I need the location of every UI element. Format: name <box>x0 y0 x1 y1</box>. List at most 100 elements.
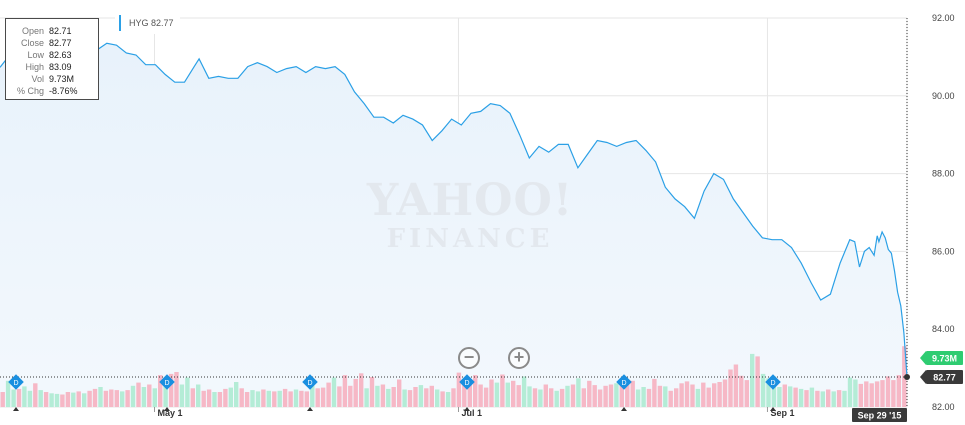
volume-bar <box>456 372 462 407</box>
volume-bar <box>217 392 223 407</box>
dividend-tick <box>13 407 19 411</box>
volume-bar <box>397 379 402 407</box>
volume-bar <box>364 388 369 408</box>
volume-bar <box>87 390 92 408</box>
zoom-out-button[interactable]: − <box>458 347 480 369</box>
volume-bar <box>255 391 261 407</box>
volume-bar <box>114 390 119 407</box>
volume-bar <box>5 380 11 408</box>
volume-bar <box>641 387 646 407</box>
volume-badge: 9.73M <box>920 351 963 365</box>
volume-bar <box>266 390 271 408</box>
series-legend[interactable]: HYG 82.77 <box>115 12 180 34</box>
info-value: 82.77 <box>49 38 72 48</box>
volume-bar <box>152 388 157 408</box>
volume-bar <box>500 374 505 407</box>
volume-bar <box>527 386 532 407</box>
dividend-label: D <box>13 380 18 387</box>
volume-bar <box>136 382 141 407</box>
info-row-low: Low 82.63 <box>6 49 94 61</box>
volume-bar <box>435 389 440 407</box>
volume-bar <box>244 392 250 407</box>
volume-bar <box>739 375 744 408</box>
volume-bar <box>668 390 673 408</box>
info-row-high: High 83.09 <box>6 61 94 73</box>
volume-bar <box>549 388 554 408</box>
volume-bar <box>125 390 130 407</box>
volume-bar <box>250 390 255 407</box>
x-axis: May 1 Jul 1 Sep 1 <box>153 407 794 418</box>
volume-bar <box>320 387 326 407</box>
dividend-tick <box>464 407 470 411</box>
volume-bar <box>733 364 739 407</box>
dividend-diamond <box>159 374 175 390</box>
volume-bar <box>16 388 22 407</box>
volume-bar <box>196 384 201 407</box>
volume-bar <box>326 382 331 407</box>
volume-bar <box>842 390 847 408</box>
volume-badge-text: 9.73M <box>932 354 957 364</box>
volume-bar <box>179 384 185 407</box>
volume-bar <box>49 393 54 408</box>
dividend-tick <box>164 407 170 411</box>
volume-bar <box>27 390 33 408</box>
volume-bar <box>413 387 418 407</box>
volume-bar <box>38 390 43 407</box>
volume-bar <box>494 382 500 407</box>
volume-bar <box>98 387 103 407</box>
info-value: -8.76% <box>49 86 78 96</box>
zoom-in-button[interactable]: + <box>508 347 530 369</box>
volume-bar <box>402 389 407 407</box>
volume-bar <box>793 387 798 407</box>
date-badge-text: Sep 29 '15 <box>858 411 902 421</box>
volume-bar <box>43 392 49 407</box>
volume-bar <box>185 377 190 407</box>
volume-bar <box>652 378 657 407</box>
volume-bar <box>543 384 548 407</box>
info-value: 82.63 <box>49 50 72 60</box>
volume-bar <box>684 381 690 407</box>
volume-bar <box>679 383 684 408</box>
dividend-tick <box>621 407 627 411</box>
volume-bar <box>809 387 815 407</box>
volume-bar <box>880 380 885 407</box>
x-tick-label: Jul 1 <box>461 408 482 418</box>
y-tick-label: 88.00 <box>932 169 955 179</box>
volume-bar <box>467 383 472 408</box>
volume-bar <box>853 379 858 407</box>
volume-bar <box>0 392 5 407</box>
volume-bar <box>228 387 233 407</box>
volume-bar <box>619 380 624 408</box>
volume-bar <box>65 392 71 407</box>
volume-bar <box>418 385 424 407</box>
volume-bar <box>782 384 787 407</box>
volume-bar <box>92 388 98 407</box>
volume-bar <box>521 376 527 407</box>
volume-bar <box>163 379 168 407</box>
volume-bars <box>0 346 907 408</box>
volume-bar <box>190 388 195 408</box>
volume-bar <box>489 379 494 407</box>
info-label: Open <box>21 26 44 36</box>
info-label: High <box>25 62 44 72</box>
price-badge: 82.77 <box>920 370 963 385</box>
volume-bar <box>71 392 76 407</box>
volume-bar <box>391 387 396 407</box>
price-badge-bg <box>926 370 963 385</box>
volume-bar <box>646 388 652 407</box>
volume-bar <box>744 380 749 407</box>
dividend-marker: D <box>159 374 175 411</box>
last-point-marker <box>904 374 910 381</box>
volume-bar <box>261 389 266 407</box>
volume-bar <box>239 388 244 408</box>
ohlc-info-panel: Open 82.71 Close 82.77 Low 82.63 High 83… <box>5 18 99 100</box>
volume-bar <box>462 382 467 407</box>
volume-bar <box>570 384 576 407</box>
info-row-vol: Vol 9.73M <box>6 73 94 85</box>
dividend-label: D <box>307 380 312 387</box>
volume-bar <box>630 380 635 408</box>
info-label: Close <box>20 38 44 48</box>
volume-badge-arrow <box>920 351 926 365</box>
volume-bar <box>538 389 543 407</box>
